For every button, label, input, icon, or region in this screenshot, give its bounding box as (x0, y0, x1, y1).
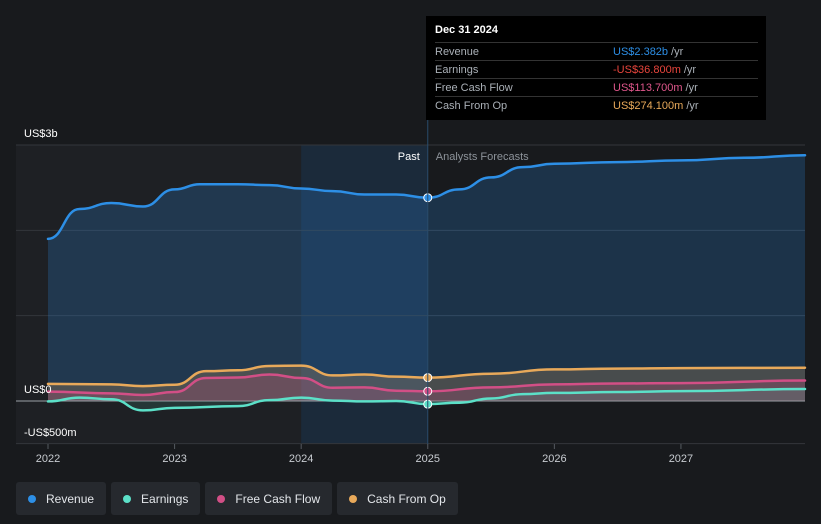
tooltip-row-free-cash-flow: Free Cash Flow US$113.700m /yr (435, 78, 758, 96)
x-tick-label: 2026 (542, 453, 566, 465)
y-axis-label: -US$500m (24, 427, 77, 439)
legend-dot-icon (123, 494, 132, 503)
series-areas (48, 155, 805, 411)
tooltip-label: Free Cash Flow (435, 81, 513, 94)
tooltip-value: US$274.100m (613, 99, 684, 112)
x-tick-label: 2023 (162, 453, 186, 465)
legend-label: Revenue (46, 491, 95, 506)
tooltip-unit: /yr (685, 81, 698, 94)
line-cash-from-op (46, 364, 807, 388)
legend-label: Cash From Op (367, 491, 446, 506)
tooltip-label: Revenue (435, 45, 480, 58)
tooltip-row-cash-from-op: Cash From Op US$274.100m /yr (435, 96, 758, 114)
tooltip-label: Cash From Op (435, 99, 508, 112)
x-tick-label: 2027 (669, 453, 693, 465)
area-revenue (48, 155, 805, 401)
legend-label: Earnings (141, 491, 189, 506)
tooltip-unit: /yr (686, 99, 699, 112)
gridlines (16, 144, 805, 445)
tooltip-value: -US$36.800m (613, 63, 681, 76)
legend-item-revenue[interactable]: Revenue (16, 482, 107, 515)
area-free-cash-flow (48, 374, 805, 401)
line-free-cash-flow (46, 373, 807, 397)
tooltip-row-earnings: Earnings -US$36.800m /yr (435, 60, 758, 78)
legend-dot-icon (28, 494, 36, 503)
tooltip-value: US$2.382b (613, 45, 669, 58)
hover-tooltip: Dec 31 2024 Revenue US$2.382b /yr Earnin… (426, 16, 766, 120)
legend-dot-icon (349, 494, 358, 503)
y-axis-label: US$0 (24, 384, 52, 396)
legend-item-cash-from-op[interactable]: Cash From Op (337, 482, 458, 515)
legend-item-free-cash-flow[interactable]: Free Cash Flow (205, 482, 333, 515)
line-earnings (46, 387, 807, 412)
legend: Revenue Earnings Free Cash Flow Cash Fro… (16, 482, 458, 515)
tooltip-row-revenue: Revenue US$2.382b /yr (435, 42, 758, 60)
hover-markers (423, 118, 433, 444)
tooltip-value: US$113.700m (613, 81, 683, 94)
tooltip-label: Earnings (435, 63, 479, 76)
tooltip-unit: /yr (683, 63, 697, 76)
line-revenue (46, 153, 807, 241)
tooltip-unit: /yr (671, 45, 684, 58)
legend-dot-icon (217, 494, 226, 503)
legend-item-earnings[interactable]: Earnings (111, 482, 201, 515)
y-axis-label: US$3b (24, 128, 58, 140)
x-tick-label: 2022 (36, 453, 60, 465)
legend-label: Free Cash Flow (235, 491, 321, 506)
x-tick-label: 2025 (416, 453, 440, 465)
past-label: Past (398, 151, 420, 163)
series-lines (46, 153, 807, 412)
x-tick-label: 2024 (289, 453, 313, 465)
axis-labels: US$3b US$0 -US$500m Past Analysts Forecasts 2… (24, 128, 693, 465)
forecast-label: Analysts Forecasts (436, 151, 529, 163)
tooltip-date: Dec 31 2024 (435, 24, 498, 36)
